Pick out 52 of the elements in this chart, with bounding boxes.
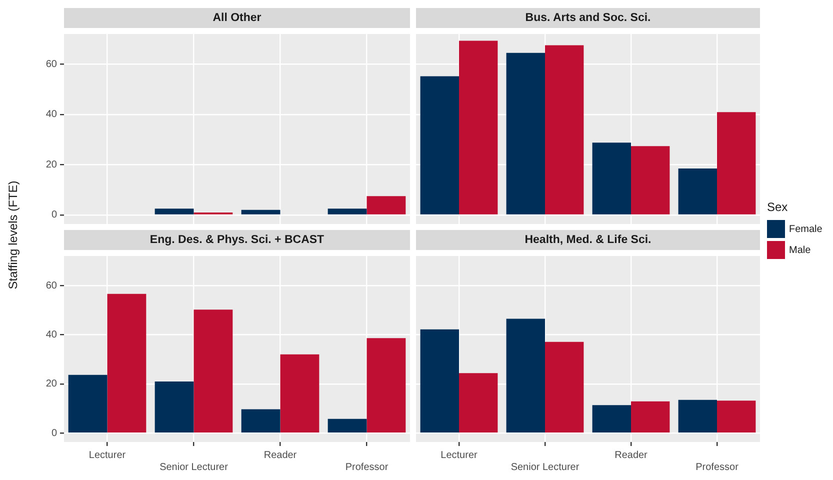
chart-title: All Other	[64, 8, 410, 28]
y-tick-label: 0	[51, 210, 58, 221]
y-tick-label: 40	[46, 109, 58, 120]
y-axis-title: Staffing levels (FTE)	[6, 180, 20, 290]
y-tick-label: 20	[46, 159, 58, 170]
bar	[545, 342, 584, 433]
x-tick-label: Professor	[696, 462, 740, 473]
bar	[678, 400, 717, 433]
bar	[459, 373, 498, 433]
bar	[107, 294, 146, 433]
bar	[631, 401, 670, 433]
bar	[545, 45, 584, 214]
x-tick-label: Reader	[264, 450, 298, 461]
bar	[68, 374, 108, 433]
bar	[631, 146, 670, 214]
bar	[154, 381, 194, 433]
y-tick-label: 20	[46, 378, 58, 390]
bar	[459, 40, 498, 214]
chart-title: Health, Med. & Life Sci.	[416, 230, 760, 250]
x-tick-label: Lecturer	[88, 450, 126, 461]
bar	[592, 142, 631, 214]
legend-label: Female	[789, 224, 822, 234]
bar	[420, 329, 459, 433]
bar	[678, 168, 717, 214]
y-tick-label: 60	[46, 58, 58, 70]
x-tick-label: Professor	[345, 462, 389, 473]
bar	[328, 418, 367, 433]
chart-title: Bus. Arts and Soc. Sci.	[416, 8, 760, 28]
bar	[506, 318, 545, 433]
bar	[154, 208, 194, 214]
x-tick-label: Reader	[614, 450, 648, 461]
chart-title: Eng. Des. & Phys. Sci. + BCAST	[64, 230, 410, 250]
y-tick-label: 40	[46, 329, 58, 340]
bar	[241, 210, 280, 214]
legend-label: Male	[789, 244, 811, 256]
bar	[366, 196, 406, 214]
y-tick-label: 0	[51, 428, 58, 439]
bar	[592, 405, 631, 433]
x-tick-label: Senior Lecturer	[510, 462, 580, 473]
bar	[506, 52, 545, 214]
bar	[328, 208, 367, 214]
bar	[280, 354, 320, 433]
x-tick-label: Senior Lecturer	[160, 462, 229, 473]
bar	[420, 76, 459, 214]
x-tick-label: Lecturer	[440, 450, 478, 461]
legend-title: Sex	[767, 200, 789, 214]
bar	[717, 112, 756, 214]
bar	[717, 400, 756, 433]
bar	[194, 310, 233, 433]
bar	[366, 338, 406, 433]
y-tick-label: 60	[46, 280, 58, 292]
bar	[241, 409, 280, 433]
